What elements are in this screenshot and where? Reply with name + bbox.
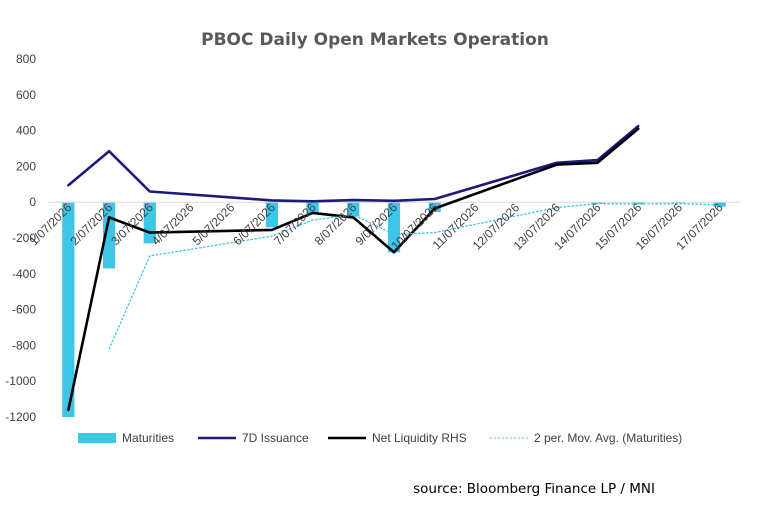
x-tick-label: 7/07/2026 <box>271 200 319 248</box>
x-tick-label: 4/07/2026 <box>149 200 197 248</box>
net-liquidity-rhs-line <box>67 127 640 412</box>
y-tick-label: -1200 <box>5 410 36 424</box>
y-tick-label: 800 <box>16 52 36 66</box>
maturities-bar <box>306 202 319 213</box>
y-tick-label: 400 <box>16 124 36 138</box>
2-per-mov-avg-maturities-line <box>108 202 721 350</box>
y-tick-label: 200 <box>16 159 36 173</box>
series-lines <box>67 124 721 412</box>
y-tick-label: 0 <box>29 195 36 209</box>
y-axis: 800 600 400 200 0 -200 -400 -600 -800 -1000 -1200 <box>5 52 36 424</box>
y-tick-label: -400 <box>12 267 36 281</box>
y-tick-label: -800 <box>12 338 36 352</box>
maturities-bar <box>632 202 645 205</box>
maturities-bar <box>62 202 75 417</box>
x-axis: 1/07/20262/07/20263/07/20264/07/20265/07… <box>27 200 726 253</box>
legend: Maturities 7D Issuance Net Liquidity RHS 2 … <box>78 431 682 445</box>
y-tick-label: -600 <box>12 303 36 317</box>
y-tick-label: 600 <box>16 88 36 102</box>
maturities-bar <box>713 202 726 207</box>
x-tick-label: 8/07/2026 <box>312 200 360 248</box>
7d-issuance-line <box>67 124 640 203</box>
y-tick-label: -200 <box>12 231 36 245</box>
legend-label: Maturities <box>122 431 174 445</box>
source-note: source: Bloomberg Finance LP / MNI <box>413 481 655 497</box>
legend-label: 2 per. Mov. Avg. (Maturities) <box>534 431 682 445</box>
chart-title: PBOC Daily Open Markets Operation <box>201 30 549 50</box>
maturities-bar <box>347 202 360 217</box>
x-tick-label: 5/07/2026 <box>190 200 238 248</box>
legend-swatch-maturities <box>78 433 116 443</box>
maturities-bar <box>265 202 278 228</box>
y-tick-label: -1000 <box>5 374 36 388</box>
maturities-bar <box>387 202 401 253</box>
maturities-bar <box>591 202 604 204</box>
legend-label: 7D Issuance <box>242 431 309 445</box>
legend-label: Net Liquidity RHS <box>372 431 467 445</box>
